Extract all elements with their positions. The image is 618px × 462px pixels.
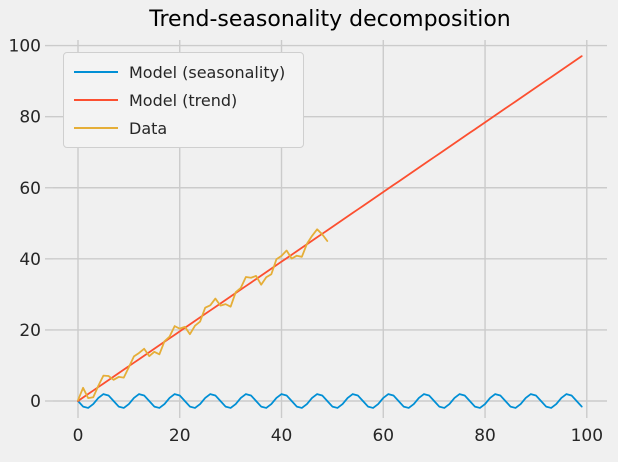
seasonality-line-swatch (74, 71, 118, 73)
data-line (77, 228, 329, 402)
y-tick-label: 40 (19, 250, 41, 270)
x-tick-label: 20 (169, 426, 191, 446)
chart-title: Trend-seasonality decomposition (149, 7, 511, 32)
x-tick-label: 80 (474, 426, 496, 446)
legend-item-data: Data (74, 114, 285, 142)
data-line-swatch (74, 127, 118, 129)
y-tick-label: 100 (9, 37, 41, 57)
y-tick-label: 0 (30, 392, 41, 412)
legend-label-data: Data (129, 118, 168, 138)
y-tick-label: 60 (19, 179, 41, 199)
seasonality-line (77, 393, 583, 409)
trend-line (77, 55, 583, 402)
legend: Model (seasonality) Model (trend) Data (63, 52, 305, 148)
legend-item-seasonality: Model (seasonality) (74, 58, 285, 86)
trend-line-swatch (74, 99, 118, 101)
legend-label-seasonality: Model (seasonality) (129, 62, 286, 82)
x-tick-label: 100 (571, 426, 603, 446)
legend-item-trend: Model (trend) (74, 86, 285, 114)
y-tick-label: 20 (19, 321, 41, 341)
x-tick-label: 0 (73, 426, 84, 446)
legend-label-trend: Model (trend) (129, 90, 238, 110)
y-tick-label: 80 (19, 108, 41, 128)
x-tick-label: 40 (271, 426, 293, 446)
x-tick-label: 60 (372, 426, 394, 446)
